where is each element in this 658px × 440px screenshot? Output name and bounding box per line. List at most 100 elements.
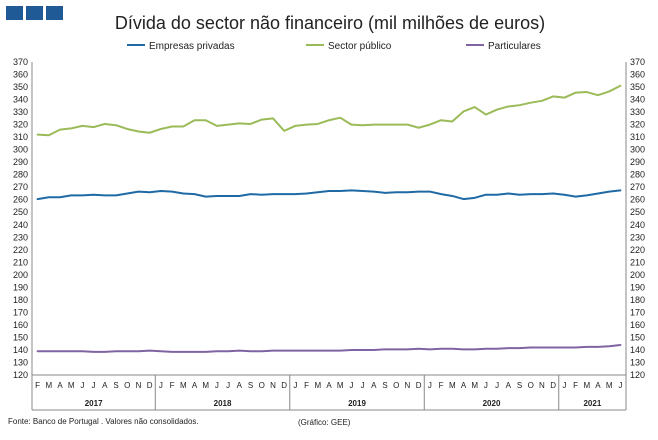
x-tick-label: S [248,381,253,390]
y-tick-label-right: 160 [630,320,645,330]
x-tick-label: D [147,381,153,390]
axes: 120 120 130 130 140 140 150 150 160 160 170 170 180 1… [13,57,645,380]
y-tick-label-right: 280 [630,170,645,180]
x-tick-label: D [281,381,287,390]
x-tick-label: M [45,381,52,390]
x-tick-label: F [439,381,444,390]
x-tick-label: J [484,381,488,390]
x-tick-label: J [293,381,297,390]
x-tick-label: S [382,381,387,390]
y-tick-label-left: 350 [13,82,28,92]
y-tick-label-right: 130 [630,357,645,367]
brand-block-1 [6,6,23,20]
y-tick-label-left: 130 [13,357,28,367]
x-tick-label: O [528,381,534,390]
x-tick-label: N [539,381,545,390]
series-line-2 [36,84,622,137]
x-tick-label: J [349,381,353,390]
series-layer [36,84,622,353]
x-tick-label: A [192,381,198,390]
y-tick-label-left: 370 [13,57,28,67]
y-tick-label-left: 300 [13,145,28,155]
y-tick-label-left: 330 [13,107,28,117]
y-tick-label-right: 140 [630,345,645,355]
y-tick-label-right: 180 [630,295,645,305]
x-tick-label: J [215,381,219,390]
x-tick-label: F [35,381,40,390]
x-tick-label: M [471,381,478,390]
chart-title: Dívida do sector não financeiro (mil mil… [115,13,545,33]
y-tick-label-left: 280 [13,170,28,180]
x-tick-label: F [170,381,175,390]
y-tick-label-right: 240 [630,220,645,230]
x-tick-label: M [68,381,75,390]
x-tick-label: M [449,381,456,390]
year-label: 2019 [348,399,366,408]
x-tick-label: A [461,381,467,390]
x-tick-label: F [304,381,309,390]
y-tick-label-right: 250 [630,207,645,217]
y-tick-label-right: 190 [630,282,645,292]
y-tick-label-right: 350 [630,82,645,92]
y-tick-label-right: 330 [630,107,645,117]
year-label: 2018 [214,399,232,408]
y-tick-label-right: 120 [630,370,645,380]
legend-label-sector-publico: Sector público [328,41,392,52]
y-tick-label-left: 290 [13,157,28,167]
brand-block-2 [26,6,43,20]
x-tick-label: F [573,381,578,390]
series-line-3 [36,343,622,353]
x-tick-label: O [259,381,265,390]
x-tick-label: M [314,381,321,390]
y-tick-label-right: 360 [630,70,645,80]
x-tick-label: A [326,381,332,390]
y-tick-label-right: 290 [630,157,645,167]
y-tick-label-right: 260 [630,195,645,205]
x-tick-label: J [618,381,622,390]
y-tick-label-left: 150 [13,332,28,342]
y-tick-label-left: 240 [13,220,28,230]
x-tick-label: A [237,381,243,390]
x-tick-label: J [428,381,432,390]
x-tick-label: N [270,381,276,390]
x-tick-label: D [550,381,556,390]
y-tick-label-left: 170 [13,307,28,317]
x-tick-label: M [180,381,187,390]
x-tick-label: S [517,381,522,390]
x-tick-label: J [92,381,96,390]
brand-block-3 [46,6,63,20]
x-tick-label: N [136,381,142,390]
x-tick-label: S [113,381,118,390]
y-tick-label-left: 120 [13,370,28,380]
x-tick-label: D [416,381,422,390]
y-tick-label-left: 320 [13,120,28,130]
y-tick-label-left: 360 [13,70,28,80]
x-tick-label: J [361,381,365,390]
x-tick-label: M [606,381,613,390]
y-tick-label-left: 210 [13,257,28,267]
y-tick-label-right: 340 [630,95,645,105]
x-tick-label: J [495,381,499,390]
legend-label-empresas: Empresas privadas [149,41,235,52]
y-tick-label-right: 300 [630,145,645,155]
y-tick-label-right: 150 [630,332,645,342]
x-tick-label: J [562,381,566,390]
x-tick-label: A [102,381,108,390]
y-tick-label-left: 190 [13,282,28,292]
year-label: 2020 [483,399,501,408]
y-tick-label-right: 270 [630,182,645,192]
x-tick-label: A [57,381,63,390]
y-tick-label-left: 260 [13,195,28,205]
x-tick-label: A [371,381,377,390]
y-tick-label-right: 310 [630,132,645,142]
legend: Empresas privadas Sector público Particu… [127,41,541,52]
year-label: 2021 [583,399,601,408]
y-tick-label-right: 200 [630,270,645,280]
legend-label-particulares: Particulares [488,41,541,52]
y-tick-label-right: 230 [630,232,645,242]
y-tick-label-left: 250 [13,207,28,217]
x-tick-label: J [226,381,230,390]
source-note: Fonte: Banco de Portugal . Valores não c… [8,417,199,426]
